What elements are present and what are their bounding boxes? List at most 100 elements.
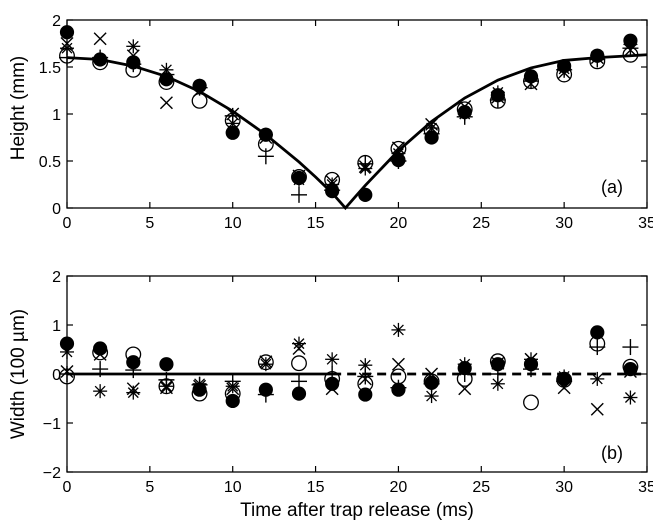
panel-b-x-tick-label: 15 <box>307 479 325 496</box>
panel-a-cross-point <box>325 175 339 189</box>
panel-b-plus-point <box>589 339 606 356</box>
panel-a-plus-point <box>523 73 539 90</box>
panel-b-cross-point <box>391 357 405 371</box>
panel-b-cross-point <box>491 356 505 370</box>
panel-b-y-tick-label: 2 <box>52 269 61 286</box>
panel-b-asterisk-point <box>424 389 439 404</box>
panel-b-plus-point <box>622 339 639 356</box>
panel-b-y-tick-label: 1 <box>52 318 61 335</box>
panel-b-plus-point <box>456 366 473 382</box>
panel-b-x-tick-label: 0 <box>63 479 72 496</box>
panel-a-y-tick-label: 1.5 <box>39 60 61 77</box>
panel-a-y-tick-label: 1 <box>52 107 61 124</box>
panel-a-asterisk-point <box>292 172 306 187</box>
panel-b-x-tick-label: 25 <box>472 479 490 496</box>
panel-b-filled-circle-point <box>93 341 108 356</box>
panel-b-open-circle-point <box>291 355 307 372</box>
panel-b-cross-point <box>126 382 140 396</box>
panel-a-x-tick-label: 25 <box>472 215 490 232</box>
panel-a-plus-point <box>191 79 208 96</box>
panel-b-cross-point <box>93 347 107 361</box>
panel-b-plus-point <box>158 371 175 388</box>
panel-b-cross-point <box>590 402 604 416</box>
panel-b-asterisk-point <box>391 322 406 337</box>
panel-a-plus-point <box>357 155 374 172</box>
panel-b-open-circle-point <box>125 346 142 363</box>
panel-b-x-axis-label: Time after trap release (ms) <box>240 500 474 521</box>
panel-a-x-tick-label: 5 <box>145 215 154 232</box>
panel-a-plus-point <box>158 66 175 83</box>
panel-a-cross-point <box>425 117 439 131</box>
panel-a-plus-point <box>257 148 274 165</box>
panel-b-asterisk-point <box>457 357 472 372</box>
panel-b-plus-point <box>125 362 142 379</box>
panel-a-cross-point <box>391 141 405 155</box>
panel-a-height-plot: 0 5 10 15 20 25 30 35 0 0.5 1 1.5 2 <box>39 13 653 232</box>
panel-a-plus-point <box>456 108 473 125</box>
panel-b-plus-point <box>556 373 573 390</box>
panel-b-x-tick-label: 10 <box>224 479 242 496</box>
panel-b-plus-point <box>357 368 374 385</box>
panel-a-cross-point <box>259 131 273 144</box>
panel-a-plus-point <box>423 125 440 142</box>
panel-a-cross-point <box>126 49 140 63</box>
panel-a-plus-point <box>92 49 109 66</box>
panel-b-y-tick-label: 0 <box>52 367 61 384</box>
panel-b-open-circle-point <box>622 358 639 375</box>
panel-a-axes-frame <box>66 19 648 209</box>
panel-a-y-tick-label: 2 <box>52 13 61 30</box>
panel-b-cross-point <box>425 367 439 381</box>
panel-a-filled-circle-point <box>358 187 373 202</box>
panel-b-x-tick-label: 35 <box>638 479 653 496</box>
panel-a-x-tick-label: 35 <box>638 215 653 232</box>
panel-b-cross-point <box>292 342 306 356</box>
panel-b-x-tick-label: 30 <box>555 479 573 496</box>
panel-b-plus-point <box>191 376 208 393</box>
panel-a-x-tick-label: 30 <box>555 215 573 232</box>
panel-b-cross-point <box>623 365 637 379</box>
panel-a-plus-point <box>291 186 307 203</box>
panel-b-x-tick-label: 5 <box>145 479 154 496</box>
panel-a-y-axis-label: Height (mm) <box>8 56 29 161</box>
panel-a-x-tick-label: 0 <box>63 215 72 232</box>
panel-b-filled-circle-point <box>358 387 373 402</box>
panel-a-label: (a) <box>601 177 623 197</box>
panel-b-plus-point <box>523 361 539 378</box>
panel-a-cross-point <box>292 169 306 183</box>
panel-b-asterisk-point <box>325 352 340 367</box>
panel-b-asterisk-point <box>93 384 108 399</box>
panel-b-width-plot: 0 5 10 15 20 25 30 35 −2 −1 0 1 2 <box>43 269 653 496</box>
panel-a-x-tick-label: 10 <box>224 215 242 232</box>
panel-b-y-tick-label: −2 <box>43 465 61 482</box>
panel-b-label: (b) <box>601 443 623 463</box>
panel-b-cross-point <box>259 355 273 369</box>
panel-b-plus-point <box>291 373 307 390</box>
panel-a-y-tick-label: 0.5 <box>39 154 61 171</box>
panel-a-plus-point <box>622 40 639 57</box>
panel-a-plus-point <box>589 51 606 68</box>
panel-b-asterisk-point <box>258 357 273 372</box>
panel-b-plus-point <box>324 366 341 382</box>
panel-b-filled-circle-point <box>590 325 605 340</box>
panel-a-plus-point <box>390 153 407 169</box>
panel-b-y-axis-label: Width (100 µm) <box>8 309 29 439</box>
panel-a-plus-point <box>556 61 573 78</box>
panel-a-x-tick-label: 20 <box>390 215 408 232</box>
panel-b-plus-point <box>92 361 109 378</box>
panel-b-open-circle-point <box>92 344 109 361</box>
panel-a-cross-point <box>159 96 173 110</box>
panel-b-open-circle-point <box>523 394 539 411</box>
panel-b-plus-point <box>257 386 274 403</box>
panel-a-fit-curve <box>66 53 648 211</box>
panel-a-cross-point <box>93 32 107 46</box>
panel-a-y-tick-label: 0 <box>52 201 61 218</box>
panel-b-plus-point <box>390 379 407 396</box>
panel-a-plus-point <box>324 182 341 199</box>
panel-a-x-tick-label: 15 <box>307 215 325 232</box>
panel-b-cross-point <box>325 382 339 396</box>
panel-a-cross-point <box>458 99 472 113</box>
panel-b-filled-circle-point <box>159 357 174 372</box>
panel-b-plus-point <box>423 375 440 392</box>
panel-a-asterisk-point <box>258 127 273 142</box>
